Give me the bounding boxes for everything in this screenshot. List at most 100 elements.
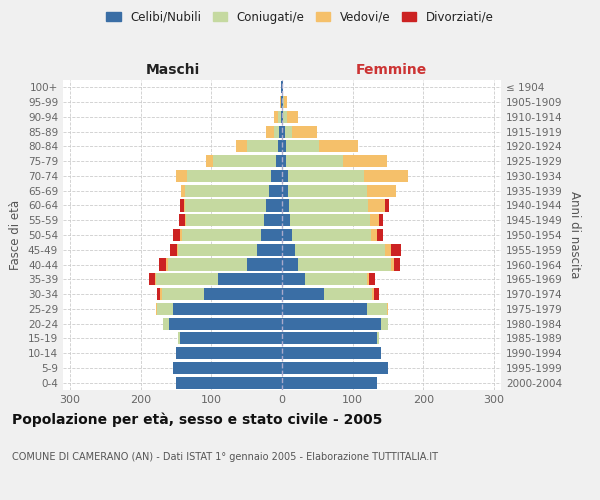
Bar	[364, 170, 408, 182]
Bar	[186, 214, 263, 226]
Bar	[157, 303, 173, 315]
Bar	[266, 126, 274, 138]
Bar	[282, 244, 295, 256]
Bar	[160, 288, 162, 300]
Bar	[374, 288, 379, 300]
Bar	[247, 258, 282, 270]
Legend: Celibi/Nubili, Coniugati/e, Vedovi/e, Divorziati/e: Celibi/Nubili, Coniugati/e, Vedovi/e, Di…	[101, 6, 499, 28]
Bar	[155, 303, 157, 315]
Bar	[282, 200, 289, 211]
Bar	[282, 111, 283, 123]
Bar	[370, 214, 379, 226]
Bar	[177, 244, 178, 256]
Bar	[180, 229, 182, 241]
Bar	[166, 258, 167, 270]
Bar	[379, 214, 383, 226]
Bar	[282, 214, 290, 226]
Bar	[343, 155, 387, 167]
Bar	[287, 170, 364, 182]
Bar	[298, 258, 391, 270]
Bar	[269, 184, 282, 197]
Y-axis label: Anni di nascita: Anni di nascita	[568, 192, 581, 278]
Bar	[157, 288, 160, 300]
Bar	[155, 273, 156, 285]
Text: Femmine: Femmine	[356, 64, 427, 78]
Bar	[290, 214, 370, 226]
Bar	[282, 332, 377, 344]
Bar	[179, 332, 282, 344]
Bar	[247, 140, 278, 152]
Bar	[169, 318, 282, 330]
Bar	[274, 111, 278, 123]
Bar	[176, 376, 282, 388]
Bar	[279, 126, 282, 138]
Bar	[176, 347, 282, 359]
Bar	[282, 170, 287, 182]
Bar	[391, 244, 401, 256]
Bar	[282, 126, 285, 138]
Bar	[274, 126, 279, 138]
Bar	[187, 170, 271, 182]
Bar	[367, 303, 386, 315]
Bar	[162, 288, 204, 300]
Bar	[282, 140, 286, 152]
Bar	[173, 362, 282, 374]
Text: Popolazione per età, sesso e stato civile - 2005: Popolazione per età, sesso e stato civil…	[12, 412, 382, 427]
Bar	[282, 318, 381, 330]
Bar	[170, 244, 177, 256]
Bar	[385, 244, 391, 256]
Bar	[282, 362, 388, 374]
Bar	[369, 273, 374, 285]
Bar	[282, 347, 381, 359]
Bar	[385, 200, 389, 211]
Bar	[278, 140, 282, 152]
Text: Maschi: Maschi	[145, 64, 200, 78]
Bar	[281, 96, 282, 108]
Bar	[149, 273, 155, 285]
Bar	[185, 200, 266, 211]
Bar	[263, 214, 282, 226]
Bar	[377, 229, 383, 241]
Bar	[277, 155, 282, 167]
Bar	[381, 318, 388, 330]
Bar	[282, 288, 325, 300]
Bar	[261, 229, 282, 241]
Bar	[282, 155, 286, 167]
Bar	[286, 140, 319, 152]
Bar	[282, 82, 283, 94]
Bar	[163, 318, 169, 330]
Bar	[325, 288, 373, 300]
Bar	[282, 273, 305, 285]
Bar	[368, 200, 385, 211]
Bar	[373, 288, 374, 300]
Bar	[182, 229, 261, 241]
Bar	[284, 96, 287, 108]
Bar	[287, 111, 298, 123]
Bar	[283, 111, 287, 123]
Bar	[285, 126, 292, 138]
Bar	[394, 258, 400, 270]
Bar	[173, 303, 282, 315]
Bar	[287, 184, 367, 197]
Y-axis label: Fasce di età: Fasce di età	[10, 200, 22, 270]
Bar	[282, 229, 292, 241]
Bar	[286, 155, 343, 167]
Bar	[319, 140, 358, 152]
Bar	[167, 258, 247, 270]
Bar	[282, 96, 283, 108]
Bar	[281, 111, 282, 123]
Bar	[179, 214, 185, 226]
Bar	[289, 200, 368, 211]
Bar	[266, 200, 282, 211]
Bar	[185, 184, 269, 197]
Bar	[377, 332, 379, 344]
Bar	[180, 200, 184, 211]
Bar	[391, 258, 394, 270]
Bar	[367, 184, 397, 197]
Bar	[295, 244, 385, 256]
Bar	[181, 184, 185, 197]
Bar	[176, 170, 187, 182]
Bar	[206, 155, 213, 167]
Bar	[218, 273, 282, 285]
Bar	[386, 303, 388, 315]
